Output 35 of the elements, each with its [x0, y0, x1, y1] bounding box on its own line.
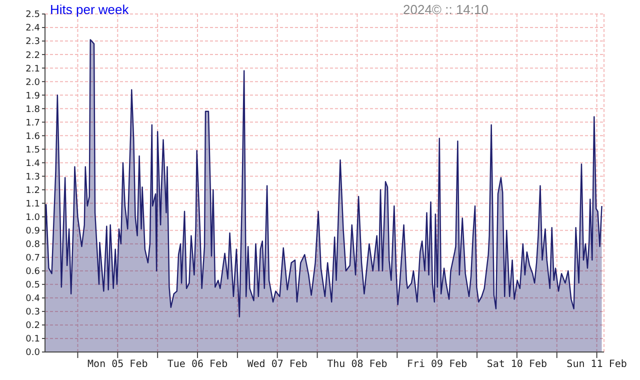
y-tick-label: 0.4 — [26, 294, 40, 304]
x-tick-label: Thu 08 Feb — [327, 359, 388, 370]
y-tick-label: 1.7 — [26, 118, 40, 128]
y-tick-label: 1.4 — [26, 158, 40, 169]
y-tick-label: 0.6 — [26, 267, 40, 278]
y-tick-label: 0.0 — [26, 348, 40, 358]
annotation: 2024© :: 14:10 — [403, 2, 488, 17]
y-tick-label: 1.0 — [26, 212, 40, 223]
y-tick-label: 0.1 — [26, 334, 40, 345]
y-tick-label: 2.3 — [26, 37, 40, 48]
y-tick-label: 0.8 — [26, 240, 40, 250]
y-tick-label: 2.4 — [26, 24, 40, 34]
y-tick-label: 1.8 — [26, 104, 40, 115]
y-tick-label: 2.0 — [26, 78, 40, 88]
y-tick-label: 0.5 — [26, 280, 40, 291]
y-tick-label: 1.9 — [26, 91, 40, 102]
x-tick-label: Sat 10 Feb — [486, 359, 548, 370]
y-tick-label: 2.1 — [26, 64, 40, 74]
y-tick-label: 0.2 — [26, 321, 40, 332]
x-tick-label: Fri 09 Feb — [406, 359, 468, 370]
y-tick-label: 0.9 — [26, 226, 40, 237]
y-tick-label: 0.7 — [26, 254, 40, 264]
y-tick-label: 0.3 — [26, 308, 40, 318]
x-tick-label: Tue 06 Feb — [167, 359, 228, 370]
y-tick-label: 1.3 — [26, 172, 40, 182]
y-tick-label: 2.5 — [26, 10, 40, 20]
y-tick-label: 1.2 — [26, 186, 40, 196]
x-tick-label: Sun 11 Feb — [566, 359, 627, 370]
y-tick-label: 1.6 — [26, 132, 40, 142]
chart-title: Hits per week — [50, 2, 129, 17]
y-tick-label: 1.5 — [26, 145, 40, 156]
x-tick-label: Mon 05 Feb — [88, 359, 148, 370]
x-tick-label: Wed 07 Feb — [247, 359, 308, 370]
y-tick-label: 1.1 — [26, 199, 40, 210]
y-tick-label: 2.2 — [26, 50, 40, 61]
